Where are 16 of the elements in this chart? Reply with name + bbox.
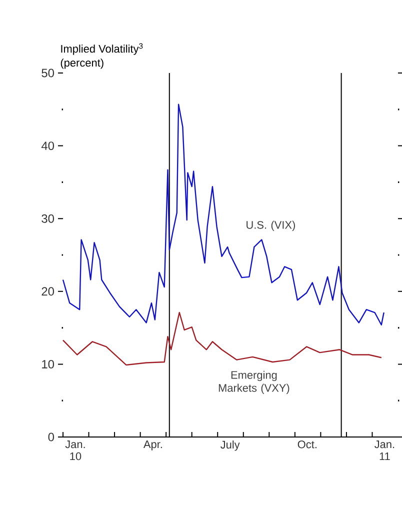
y-tick-label: 0 [48, 432, 54, 442]
chart-subtitle: (percent) [60, 58, 104, 69]
chart-title: Implied Volatility$^{3}$ [61, 43, 143, 55]
y-tick-label: 40 [41, 142, 54, 150]
y-tick-label: 10 [42, 360, 54, 368]
y-tick-label: 50 [42, 68, 54, 78]
y-tick-label: 30 [42, 214, 54, 223]
line-series [62, 104, 384, 326]
x-tick-label: Jan. 11 [374, 440, 394, 460]
x-tick-label: Apr. [143, 440, 162, 450]
series-label: Emerging Markets (VXY) [218, 370, 290, 394]
x-tick-label: Jan. 10 [65, 440, 85, 460]
x-tick-label: July [220, 440, 240, 451]
y-tick-label: 20 [42, 287, 54, 296]
series-label: U.S. (VIX) [246, 220, 295, 231]
x-tick-label: Oct. [298, 440, 316, 448]
